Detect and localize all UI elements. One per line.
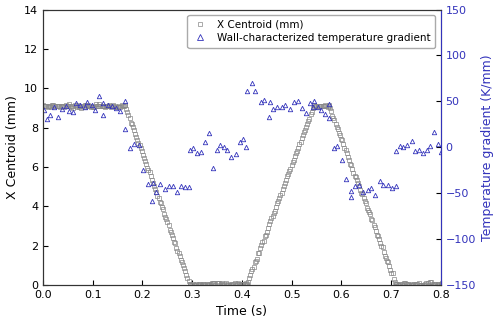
Wall-characterized temperature gradient [194, 151, 200, 155]
X Centroid (mm) [189, 283, 195, 287]
Line: Wall-characterized temperature gradient: Wall-characterized temperature gradient [42, 80, 448, 203]
X Centroid (mm) [426, 283, 432, 286]
Wall-characterized temperature gradient [282, 103, 288, 107]
Wall-characterized temperature gradient [132, 142, 138, 146]
Wall-characterized temperature gradient [442, 153, 448, 157]
Wall-characterized temperature gradient [40, 108, 46, 111]
Y-axis label: X Centroid (mm): X Centroid (mm) [6, 95, 18, 199]
Legend: X Centroid (mm), Wall-characterized temperature gradient: X Centroid (mm), Wall-characterized temp… [188, 15, 436, 48]
X Centroid (mm) [202, 283, 208, 287]
X Centroid (mm) [126, 116, 132, 120]
X-axis label: Time (s): Time (s) [216, 306, 268, 318]
X Centroid (mm) [388, 268, 394, 272]
Wall-characterized temperature gradient [144, 182, 150, 186]
X Centroid (mm) [93, 102, 99, 106]
Y-axis label: Temperature gradient (K/mm): Temperature gradient (K/mm) [482, 54, 494, 241]
X Centroid (mm) [40, 103, 46, 107]
X Centroid (mm) [204, 283, 210, 287]
Wall-characterized temperature gradient [435, 142, 441, 146]
X Centroid (mm) [152, 187, 158, 191]
Wall-characterized temperature gradient [248, 81, 254, 85]
X Centroid (mm) [442, 283, 448, 286]
Wall-characterized temperature gradient [149, 199, 155, 203]
Line: X Centroid (mm): X Centroid (mm) [42, 103, 447, 286]
Wall-characterized temperature gradient [232, 152, 238, 156]
